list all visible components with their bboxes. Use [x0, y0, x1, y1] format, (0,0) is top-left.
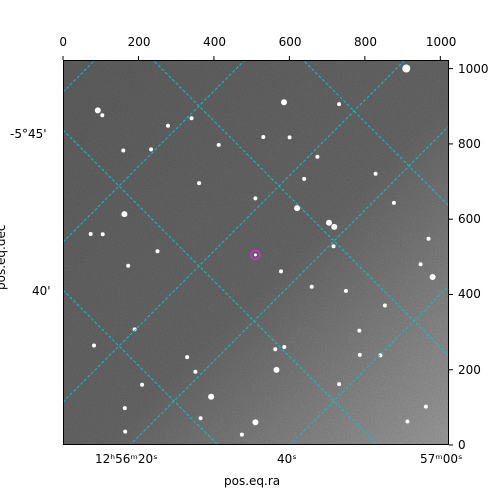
- y-axis-label: pos.eq.dec: [0, 224, 8, 290]
- star: [315, 154, 320, 159]
- target-point-core: [253, 253, 257, 257]
- right-tick-label: 800: [458, 136, 481, 151]
- sky-image: [64, 61, 448, 444]
- star: [309, 284, 314, 289]
- grid-line: [130, 126, 448, 444]
- top-tick-label: 1000: [425, 35, 457, 49]
- grid-line: [64, 290, 218, 444]
- top-tick-label: 0: [59, 35, 68, 49]
- grid-line: [290, 286, 448, 444]
- star: [239, 432, 244, 437]
- star: [166, 123, 170, 128]
- star: [423, 404, 428, 409]
- star: [273, 366, 280, 373]
- sky-image-plot[interactable]: [63, 60, 449, 445]
- star: [287, 135, 292, 140]
- star: [402, 64, 411, 73]
- star: [337, 382, 342, 387]
- top-tick-label: 800: [354, 35, 377, 49]
- star: [391, 200, 396, 205]
- star: [373, 171, 378, 176]
- ra-tick-label: 57ᵐ00ˢ: [420, 452, 463, 466]
- top-tick-label: 200: [127, 35, 151, 49]
- x-axis-label: pos.eq.ra: [224, 474, 281, 488]
- right-tick-label: 200: [458, 362, 481, 377]
- star: [126, 263, 131, 268]
- right-tick-label: 600: [458, 212, 481, 227]
- top-tick-label: 600: [278, 35, 302, 49]
- star: [302, 176, 307, 181]
- star: [122, 406, 127, 411]
- star: [155, 249, 160, 254]
- star: [92, 343, 96, 348]
- star: [100, 113, 105, 118]
- star: [123, 429, 128, 434]
- grid-line: [153, 61, 448, 356]
- star: [426, 236, 431, 241]
- dec-tick-label: 40': [32, 284, 51, 298]
- star: [326, 219, 332, 226]
- star: [273, 347, 278, 352]
- star: [121, 148, 126, 153]
- star: [405, 419, 410, 424]
- star: [252, 419, 259, 426]
- top-tick-label: 400: [203, 35, 227, 49]
- ra-tick-label: 12ʰ56ᵐ20ˢ: [95, 452, 158, 466]
- star: [121, 211, 128, 218]
- star: [253, 196, 258, 201]
- star: [208, 393, 215, 400]
- star: [88, 232, 93, 236]
- ra-tick-label: 40ˢ: [277, 452, 297, 466]
- star: [140, 382, 145, 387]
- dec-tick-label: -5°45': [10, 127, 47, 141]
- star: [193, 369, 198, 374]
- grid-line: [64, 130, 378, 444]
- stars-layer: [88, 64, 436, 437]
- star: [189, 116, 194, 121]
- star: [185, 355, 190, 360]
- star: [261, 135, 266, 139]
- target-marker: [250, 249, 261, 261]
- coordinate-grid: [64, 61, 448, 444]
- star: [100, 232, 105, 237]
- star: [331, 244, 336, 249]
- star: [418, 262, 423, 267]
- star: [357, 328, 362, 333]
- star: [357, 352, 362, 357]
- star: [197, 181, 202, 186]
- star: [282, 345, 287, 349]
- grid-line: [64, 61, 405, 402]
- right-tick-label: 0: [458, 438, 466, 452]
- star: [343, 288, 348, 293]
- star: [331, 223, 338, 230]
- star: [382, 303, 387, 308]
- star: [279, 269, 283, 274]
- right-tick-label: 1000: [458, 61, 489, 76]
- star: [429, 274, 436, 280]
- right-tick-label: 400: [458, 287, 481, 302]
- star: [94, 107, 101, 114]
- star: [132, 327, 137, 332]
- star: [198, 416, 203, 421]
- star: [149, 147, 154, 152]
- star: [294, 205, 301, 212]
- target-point: [250, 249, 261, 261]
- star: [216, 142, 221, 147]
- grid-line: [64, 61, 245, 242]
- image-noise: [64, 61, 448, 444]
- star: [337, 102, 342, 107]
- star: [281, 99, 287, 106]
